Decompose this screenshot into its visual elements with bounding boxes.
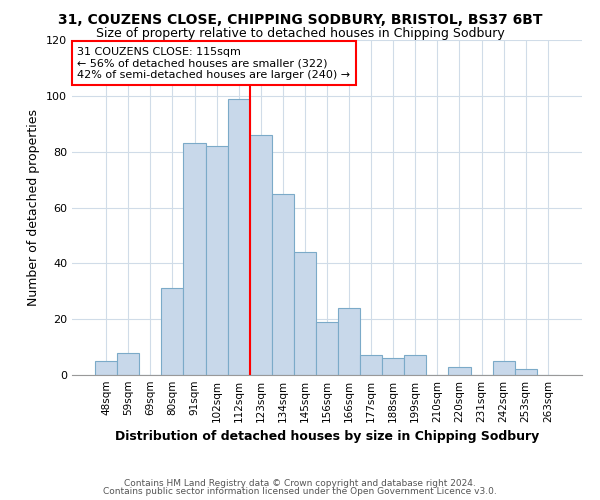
Text: Size of property relative to detached houses in Chipping Sodbury: Size of property relative to detached ho…: [95, 28, 505, 40]
Bar: [227, 98, 250, 375]
Bar: [404, 356, 427, 375]
Bar: [338, 308, 360, 375]
Text: Contains HM Land Registry data © Crown copyright and database right 2024.: Contains HM Land Registry data © Crown c…: [124, 478, 476, 488]
Bar: [360, 356, 382, 375]
Bar: [95, 361, 117, 375]
Bar: [316, 322, 338, 375]
Text: Contains public sector information licensed under the Open Government Licence v3: Contains public sector information licen…: [103, 487, 497, 496]
Bar: [206, 146, 227, 375]
Bar: [161, 288, 184, 375]
Bar: [493, 361, 515, 375]
Y-axis label: Number of detached properties: Number of detached properties: [28, 109, 40, 306]
Bar: [515, 370, 537, 375]
Text: 31, COUZENS CLOSE, CHIPPING SODBURY, BRISTOL, BS37 6BT: 31, COUZENS CLOSE, CHIPPING SODBURY, BRI…: [58, 12, 542, 26]
Bar: [448, 366, 470, 375]
Bar: [117, 352, 139, 375]
Text: 31 COUZENS CLOSE: 115sqm
← 56% of detached houses are smaller (322)
42% of semi-: 31 COUZENS CLOSE: 115sqm ← 56% of detach…: [77, 46, 350, 80]
X-axis label: Distribution of detached houses by size in Chipping Sodbury: Distribution of detached houses by size …: [115, 430, 539, 444]
Bar: [382, 358, 404, 375]
Bar: [184, 144, 206, 375]
Bar: [272, 194, 294, 375]
Bar: [294, 252, 316, 375]
Bar: [250, 135, 272, 375]
